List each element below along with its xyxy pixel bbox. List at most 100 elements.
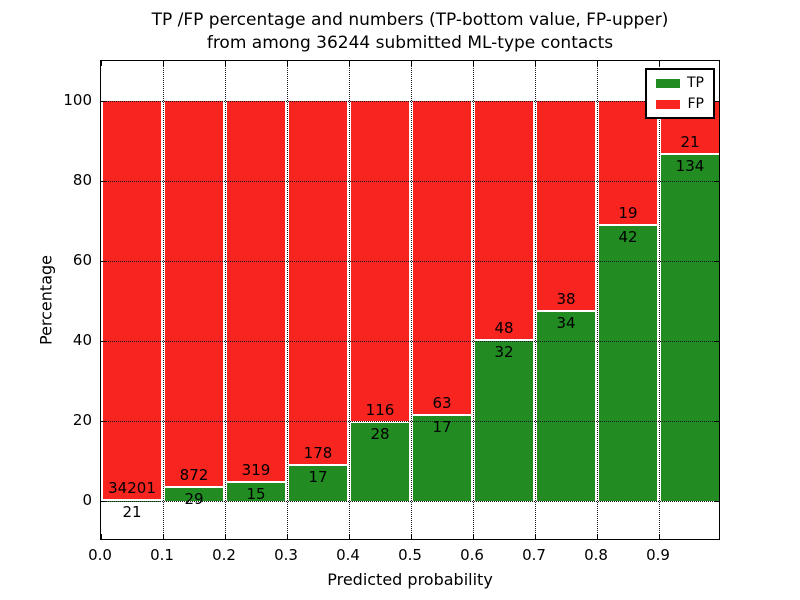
x-tick-label: 0.6 <box>460 546 484 564</box>
x-tick-label: 0.7 <box>522 546 546 564</box>
tp-count-label: 32 <box>494 343 514 361</box>
fp-count-label: 19 <box>618 203 638 222</box>
x-tick-bottom <box>224 534 226 539</box>
x-tick-label: 0.4 <box>336 546 360 564</box>
y-tick-right <box>714 260 719 262</box>
x-tick-bottom <box>100 534 102 539</box>
fp-legend-swatch <box>656 99 680 109</box>
tp-count-label: 42 <box>618 227 638 246</box>
y-tick-right <box>714 500 719 502</box>
y-gridline <box>101 100 719 102</box>
fp-legend-label: FP <box>687 96 705 112</box>
x-gridline <box>162 61 164 539</box>
x-tick-bottom <box>286 534 288 539</box>
bar-bin-0.1 <box>165 101 223 501</box>
tp-bar-segment <box>289 466 347 501</box>
x-gridline <box>286 61 288 539</box>
y-tick-label: 20 <box>72 411 92 429</box>
fp-bar-segment <box>537 101 595 311</box>
y-tick-left <box>101 420 106 422</box>
y-tick-label: 80 <box>72 171 92 189</box>
x-tick-label: 0.0 <box>88 546 112 564</box>
x-tick-top <box>658 61 660 66</box>
fp-bar-segment <box>103 101 161 499</box>
plot-area: TP FP 34201 21 872 29 319 15 178 17 116 28 63 17 48 3… <box>100 60 720 540</box>
x-tick-top <box>224 61 226 66</box>
x-tick-top <box>100 61 102 66</box>
bar-bin-0.2 <box>227 101 285 501</box>
fp-count-label: 34201 <box>108 478 156 497</box>
fp-bar-segment <box>599 101 657 224</box>
x-tick-bottom <box>472 534 474 539</box>
bar-bin-0.5 <box>413 101 471 501</box>
x-tick-top <box>472 61 474 66</box>
fp-bar-segment <box>165 101 223 487</box>
y-tick-label: 60 <box>72 251 92 269</box>
legend-item-fp: FP <box>656 97 704 111</box>
y-tick-left <box>101 180 106 182</box>
x-tick-label: 0.2 <box>212 546 236 564</box>
x-tick-top <box>410 61 412 66</box>
x-tick-label: 0.9 <box>646 546 670 564</box>
chart-title: TP /FP percentage and numbers (TP-bottom… <box>100 9 720 55</box>
y-tick-left <box>101 100 106 102</box>
x-tick-label: 0.5 <box>398 546 422 564</box>
y-gridline <box>101 180 719 182</box>
x-gridline <box>348 61 350 539</box>
y-tick-right <box>714 100 719 102</box>
x-tick-bottom <box>410 534 412 539</box>
tp-count-label: 29 <box>184 490 204 509</box>
y-tick-right <box>714 420 719 422</box>
fp-bar-segment <box>227 101 285 482</box>
tp-bar-segment <box>227 483 285 501</box>
bar-bin-0.6 <box>475 101 533 501</box>
tp-bar-segment <box>413 416 471 501</box>
y-tick-label: 0 <box>82 491 92 509</box>
x-tick-label: 0.1 <box>150 546 174 564</box>
tp-bar-segment <box>537 312 595 501</box>
y-tick-label: 100 <box>63 91 92 109</box>
tp-count-label: 17 <box>308 468 328 487</box>
fp-count-label: 21 <box>680 133 700 152</box>
x-gridline <box>596 61 598 539</box>
y-gridline <box>101 260 719 262</box>
x-tick-bottom <box>162 534 164 539</box>
tp-count-label: 17 <box>432 418 452 436</box>
y-tick-label: 40 <box>72 331 92 349</box>
y-tick-right <box>714 180 719 182</box>
x-gridline <box>224 61 226 539</box>
tp-count-label: 21 <box>122 502 142 521</box>
fp-count-label: 178 <box>303 444 333 463</box>
x-tick-bottom <box>348 534 350 539</box>
x-tick-top <box>348 61 350 66</box>
y-gridline <box>101 500 719 502</box>
fp-count-label: 63 <box>432 394 452 412</box>
bar-bin-0.7 <box>537 101 595 501</box>
tp-count-label: 15 <box>246 485 266 504</box>
x-gridline <box>534 61 536 539</box>
fp-bar-segment <box>413 101 471 414</box>
x-tick-label: 0.3 <box>274 546 298 564</box>
x-gridline <box>658 61 660 539</box>
y-gridline <box>101 340 719 342</box>
x-tick-bottom <box>658 534 660 539</box>
x-tick-top <box>534 61 536 66</box>
x-tick-top <box>596 61 598 66</box>
fp-count-label: 48 <box>494 319 514 337</box>
fp-count-label: 116 <box>365 401 395 420</box>
x-gridline <box>472 61 474 539</box>
fp-bar-segment <box>475 101 533 339</box>
y-tick-left <box>101 260 106 262</box>
x-tick-bottom <box>596 534 598 539</box>
tp-bar-segment <box>599 225 657 501</box>
tp-count-label: 28 <box>370 425 390 444</box>
tp-count-label: 134 <box>675 157 705 176</box>
fp-count-label: 319 <box>241 461 271 480</box>
fp-bar-segment <box>289 101 347 465</box>
x-tick-top <box>286 61 288 66</box>
chart-title-line2: from among 36244 submitted ML-type conta… <box>206 33 614 53</box>
x-tick-bottom <box>534 534 536 539</box>
bar-bin-0.0 <box>103 101 161 501</box>
tp-bar-segment <box>351 423 409 501</box>
